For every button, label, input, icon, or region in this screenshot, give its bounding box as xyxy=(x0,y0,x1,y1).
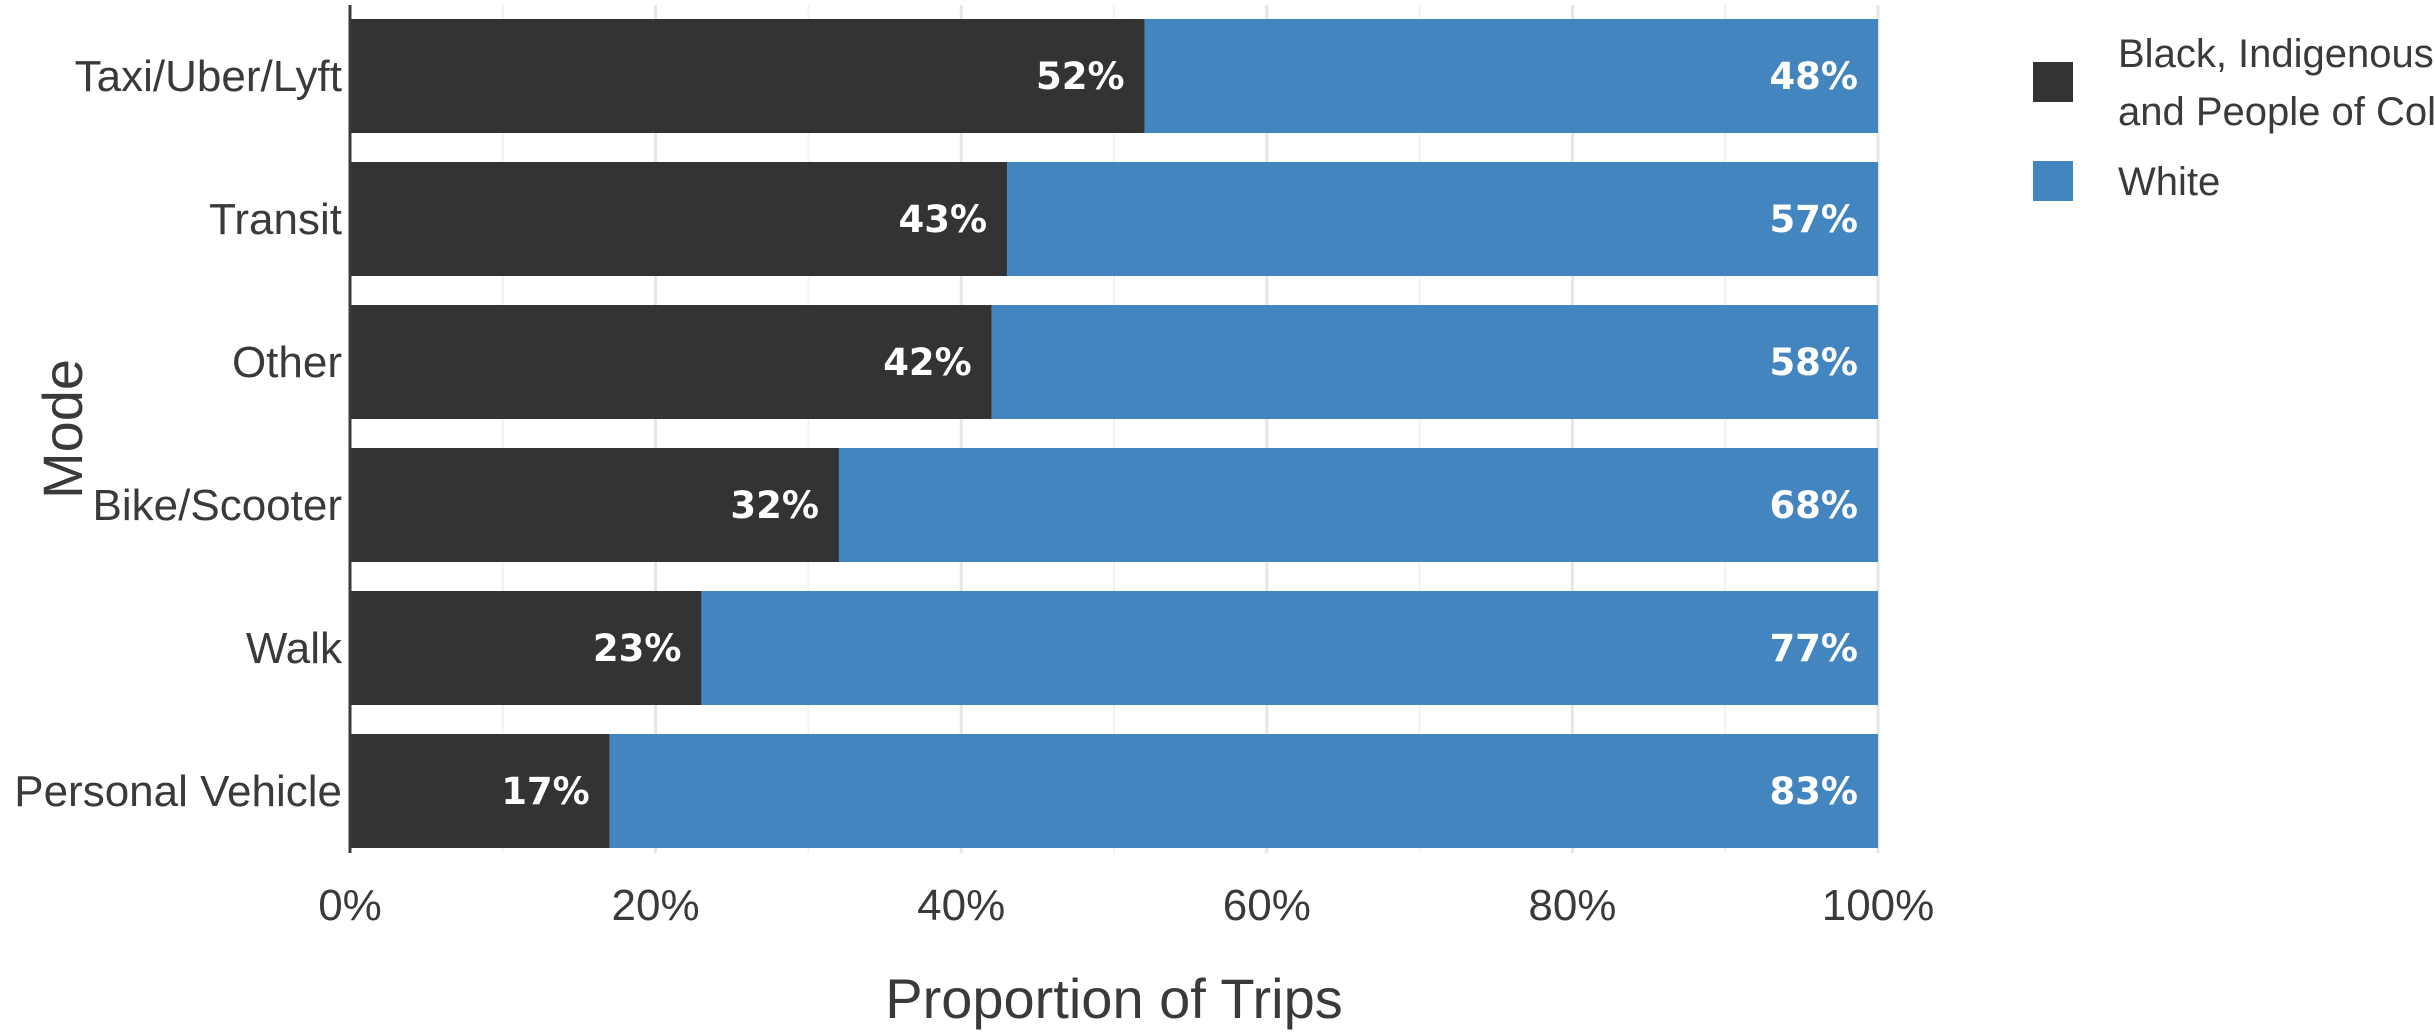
bar-value-label: 77% xyxy=(1769,627,1858,670)
bar-segment xyxy=(350,591,702,705)
bar-value-label: 42% xyxy=(883,341,972,384)
x-axis-title: Proportion of Trips xyxy=(885,967,1343,1030)
y-tick-label: Taxi/Uber/Lyft xyxy=(75,52,342,101)
bar-segment xyxy=(1007,162,1878,276)
bar-segment xyxy=(350,448,839,562)
bar-segment xyxy=(1144,19,1878,133)
bar-segment xyxy=(991,305,1878,419)
bar-segment xyxy=(609,734,1878,848)
gridlines xyxy=(348,5,1880,853)
bar-segment xyxy=(350,19,1145,133)
bar-value-label: 57% xyxy=(1769,198,1858,241)
bar-value-label: 43% xyxy=(898,198,987,241)
y-tick-label: Other xyxy=(232,338,342,387)
y-tick-label: Walk xyxy=(246,624,343,673)
y-tick-label: Bike/Scooter xyxy=(93,481,342,530)
x-tick-label: 20% xyxy=(612,881,700,930)
y-tick-label: Transit xyxy=(209,195,342,244)
x-tick-label: 40% xyxy=(917,881,1005,930)
y-tick-label: Personal Vehicle xyxy=(14,767,342,816)
x-tick-label: 100% xyxy=(1822,881,1935,930)
x-tick-label: 80% xyxy=(1528,881,1616,930)
bar-segment xyxy=(350,734,610,848)
bar-value-label: 68% xyxy=(1769,484,1858,527)
legend-key xyxy=(2033,62,2073,102)
bar-value-label: 48% xyxy=(1769,55,1858,98)
legend: Black, Indigenous, and People of Color Whi… xyxy=(2033,32,2435,204)
bar-segment xyxy=(701,591,1879,705)
bars: 52% 48% 43% 57% 42% 58% 32% 68% 23% 77% 17% 83% xyxy=(350,19,1879,848)
bar-value-label: 83% xyxy=(1769,770,1858,813)
legend-label: Black, Indigenous, xyxy=(2118,32,2435,76)
legend-key xyxy=(2033,161,2073,201)
legend-label: White xyxy=(2118,160,2220,204)
bar-value-label: 23% xyxy=(593,627,682,670)
x-tick-label: 60% xyxy=(1223,881,1311,930)
x-tick-label: 0% xyxy=(318,881,382,930)
bar-segment xyxy=(350,162,1008,276)
tick-labels: Taxi/Uber/Lyft Transit Other Bike/Scooter Wa… xyxy=(14,52,1934,930)
bar-segment xyxy=(838,448,1879,562)
bar-value-label: 17% xyxy=(501,770,590,813)
bar-segment xyxy=(350,305,992,419)
bar-value-label: 32% xyxy=(730,484,819,527)
y-axis-title: Mode xyxy=(31,359,94,499)
bar-value-label: 58% xyxy=(1769,341,1858,384)
legend-label: and People of Color xyxy=(2118,90,2435,134)
bar-value-label: 52% xyxy=(1036,55,1125,98)
